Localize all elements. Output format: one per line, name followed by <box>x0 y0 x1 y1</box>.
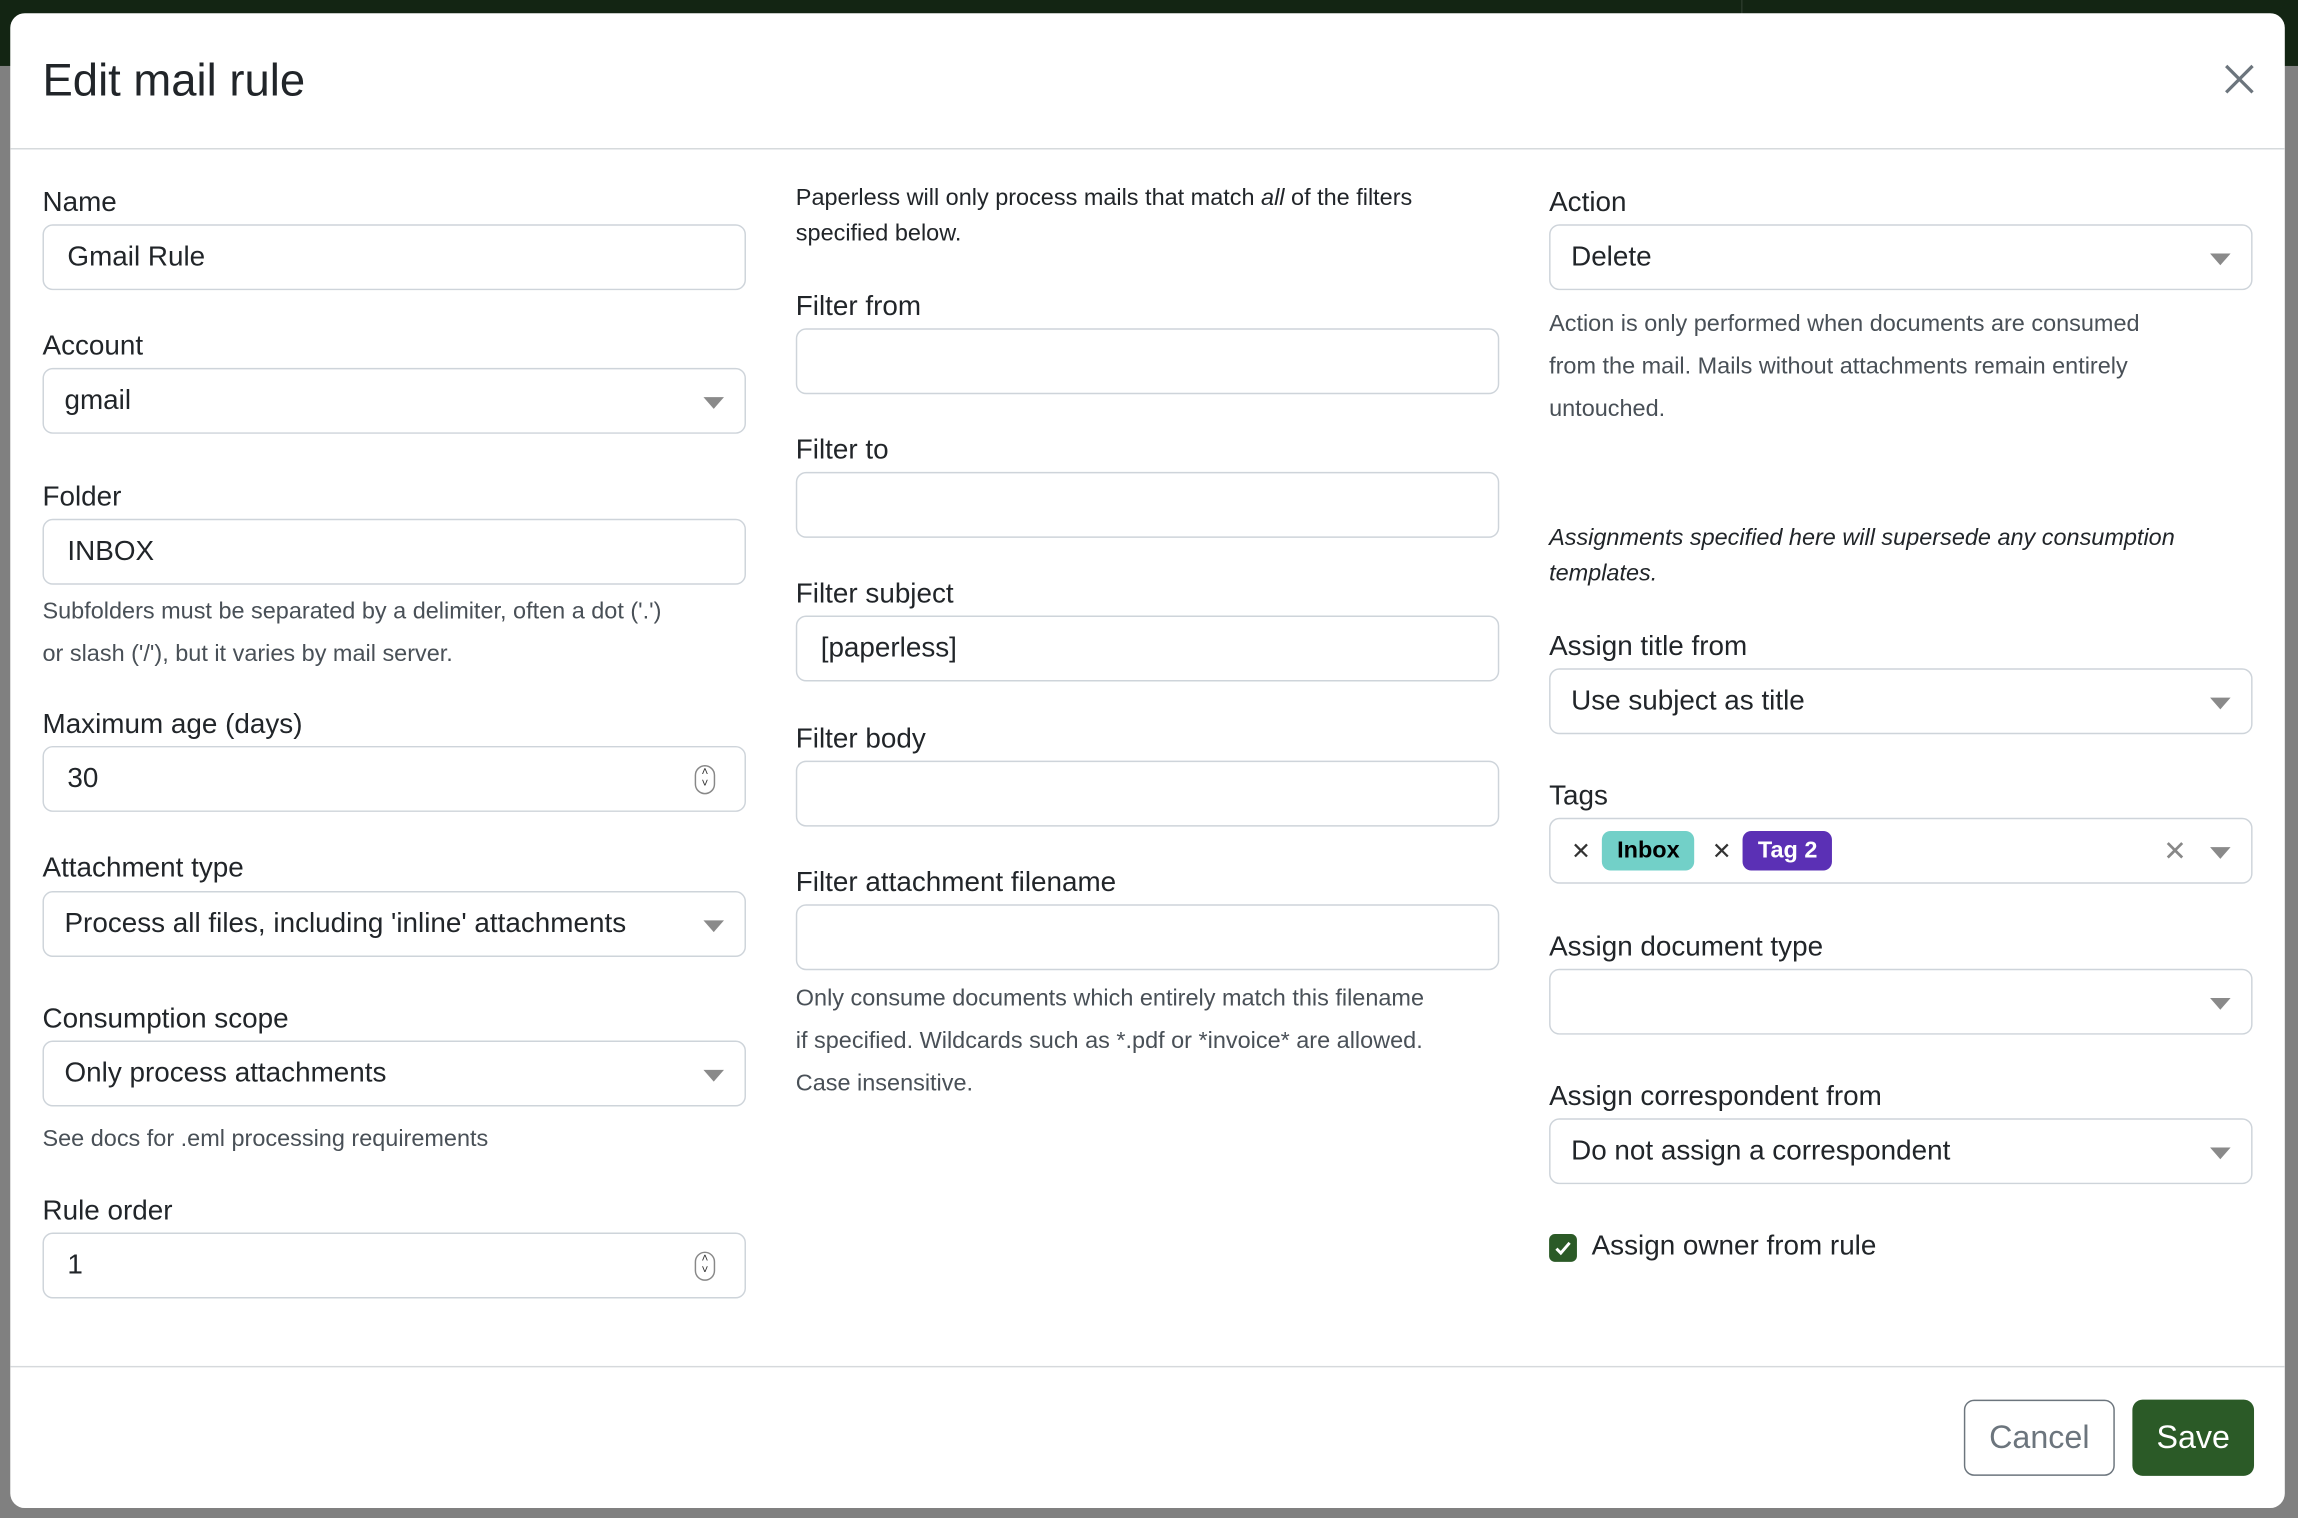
filter-from-input[interactable] <box>795 328 1500 395</box>
action-label: Action <box>1549 187 1627 219</box>
rule-order-input[interactable]: 1 ˄ ˅ <box>42 1232 746 1299</box>
filter-to-input[interactable] <box>795 471 1500 538</box>
tag-inbox: Inbox <box>1602 830 1695 871</box>
attachment-type-label: Attachment type <box>42 852 244 884</box>
filter-attachment-help: Only consume documents which entirely ma… <box>795 986 1424 1097</box>
consumption-scope-select[interactable]: Only process attachments <box>42 1040 746 1107</box>
filter-body-input[interactable] <box>795 760 1500 827</box>
spinner-icon[interactable]: ˄ ˅ <box>694 765 716 795</box>
tags-label: Tags <box>1549 781 1608 812</box>
account-select[interactable]: gmail <box>42 367 746 434</box>
folder-help: Subfolders must be separated by a delimi… <box>42 599 662 667</box>
correspondent-value: Do not assign a correspondent <box>1571 1135 1951 1166</box>
assign-title-label: Assign title from <box>1549 631 1748 663</box>
attachment-type-select[interactable]: Process all files, including 'inline' at… <box>42 891 746 958</box>
filter-subject-value: [paperless] <box>820 632 957 664</box>
remove-tag-icon[interactable]: ✕ <box>1571 839 1591 864</box>
checkbox-checked-icon[interactable] <box>1549 1233 1577 1262</box>
attachment-type-value: Process all files, including 'inline' at… <box>64 907 627 939</box>
filter-subject-input[interactable]: [paperless] <box>795 615 1500 682</box>
clear-all-icon[interactable]: ✕ <box>2163 836 2187 868</box>
close-icon[interactable] <box>2220 60 2258 98</box>
filter-from-label: Filter from <box>795 291 922 323</box>
remove-tag-icon[interactable]: ✕ <box>1711 839 1732 864</box>
max-age-label: Maximum age (days) <box>42 709 303 741</box>
folder-input[interactable]: INBOX <box>42 518 746 585</box>
caret-down-icon <box>703 1069 724 1082</box>
assign-title-value: Use subject as title <box>1571 685 1805 716</box>
filter-subject-label: Filter subject <box>795 578 954 610</box>
consumption-scope-label: Consumption scope <box>42 1003 289 1035</box>
account-value: gmail <box>64 384 132 416</box>
dialog-title: Edit mail rule <box>42 54 306 106</box>
spinner-icon[interactable]: ˄ ˅ <box>694 1251 716 1281</box>
rule-order-label: Rule order <box>42 1195 173 1227</box>
filters-intro: Paperless will only process mails that m… <box>795 186 1413 247</box>
consumption-scope-value: Only process attachments <box>64 1057 387 1089</box>
save-button[interactable]: Save <box>2132 1399 2255 1476</box>
correspondent-select[interactable]: Do not assign a correspondent <box>1549 1118 2253 1185</box>
correspondent-label: Assign correspondent from <box>1549 1081 1882 1113</box>
caret-down-icon <box>2210 253 2231 266</box>
consumption-scope-help: See docs for .eml processing requirement… <box>42 1127 489 1152</box>
rule-order-value: 1 <box>67 1249 83 1281</box>
caret-down-icon <box>2210 998 2231 1010</box>
name-input[interactable]: Gmail Rule <box>42 224 746 291</box>
assign-owner-row: Assign owner from rule <box>1549 1231 2252 1263</box>
assign-title-select[interactable]: Use subject as title <box>1549 668 2253 735</box>
max-age-input[interactable]: 30 ˄ ˅ <box>42 745 746 812</box>
name-label: Name <box>42 187 117 219</box>
filter-attachment-input[interactable] <box>795 904 1500 971</box>
action-help: Action is only performed when documents … <box>1549 312 2140 423</box>
folder-label: Folder <box>42 482 122 513</box>
caret-down-icon <box>2210 847 2231 859</box>
assignments-note: Assignments specified here will supersed… <box>1549 526 2175 587</box>
cancel-button[interactable]: Cancel <box>1963 1399 2115 1476</box>
max-age-value: 30 <box>67 762 99 794</box>
caret-down-icon <box>703 397 724 409</box>
caret-down-icon <box>2210 697 2231 710</box>
document-type-label: Assign document type <box>1549 932 1824 963</box>
footer-divider <box>10 1365 2285 1368</box>
caret-down-icon <box>703 920 724 933</box>
assign-owner-label[interactable]: Assign owner from rule <box>1591 1231 1877 1262</box>
filter-body-label: Filter body <box>795 723 926 755</box>
action-value: Delete <box>1571 241 1652 272</box>
document-type-select[interactable] <box>1549 968 2253 1035</box>
account-label: Account <box>42 331 144 362</box>
filter-attachment-label: Filter attachment filename <box>795 867 1117 899</box>
action-select[interactable]: Delete <box>1549 224 2253 291</box>
folder-value: INBOX <box>67 535 155 567</box>
caret-down-icon <box>2210 1147 2231 1160</box>
filter-to-label: Filter to <box>795 435 889 467</box>
tag-tag-2: Tag 2 <box>1743 830 1833 871</box>
tags-select[interactable]: ✕ Inbox ✕ Tag 2 ✕ <box>1549 817 2253 884</box>
name-value: Gmail Rule <box>67 241 206 272</box>
edit-mail-rule-dialog: Edit mail rule Name Gmail Rule Account g… <box>10 13 2285 1509</box>
header-divider <box>10 148 2285 150</box>
